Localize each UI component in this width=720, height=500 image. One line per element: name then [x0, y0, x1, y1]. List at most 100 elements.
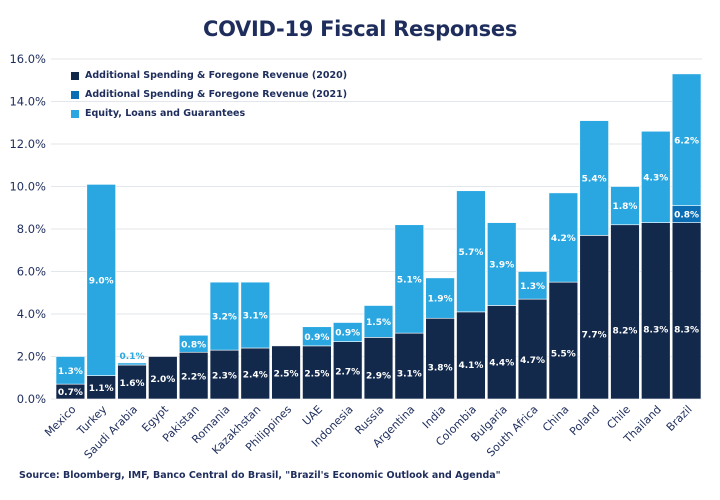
data-label: 8.2%	[612, 326, 637, 336]
data-label: 3.1%	[243, 312, 268, 322]
x-tick-label: Chile	[604, 403, 633, 432]
data-label: 2.5%	[274, 369, 299, 379]
bar-segment	[240, 281, 270, 349]
y-tick-label: 2.0%	[17, 350, 46, 364]
data-label: 1.5%	[366, 318, 391, 328]
legend-label-2020: Additional Spending & Foregone Revenue (…	[85, 70, 348, 81]
x-tick-label: Brazil	[664, 403, 695, 434]
data-label: 2.4%	[243, 371, 268, 381]
bar-segment	[610, 224, 640, 400]
data-label: 8.3%	[674, 325, 699, 335]
data-label: 5.5%	[551, 349, 576, 359]
bar-segment	[641, 222, 671, 400]
legend-swatch-2020	[71, 71, 79, 80]
data-labels: 0.7% 1.3% 1.1% 9.0% 1.6% 0.1% 2.0% 2.2% 0.8% 2.3%…	[58, 136, 699, 398]
x-tick-label: Mexico	[42, 403, 79, 440]
bar-segment	[363, 337, 394, 400]
bar-segment	[579, 235, 609, 400]
data-label: 3.9%	[489, 261, 514, 271]
data-label: 4.1%	[458, 361, 483, 371]
y-tick-label: 16.0%	[9, 52, 46, 66]
data-label: 1.9%	[428, 295, 453, 305]
bar-segment	[55, 356, 86, 385]
chart-title: COVID-19 Fiscal Responses	[202, 17, 518, 41]
x-tick-label: Poland	[567, 403, 602, 438]
bar-segment	[178, 334, 209, 353]
bar-segment	[117, 362, 147, 366]
bar-segment	[517, 271, 548, 300]
bar-segment	[610, 186, 640, 226]
legend-swatch-equity	[71, 109, 79, 118]
bar-segment	[394, 224, 425, 334]
data-label: 1.6%	[120, 379, 145, 389]
data-label: 3.2%	[212, 313, 237, 323]
bar-segment	[209, 349, 240, 400]
data-label: 2.9%	[366, 371, 391, 381]
data-label: 4.4%	[489, 359, 514, 369]
data-label: 0.7%	[58, 388, 83, 398]
bar-segment	[425, 317, 455, 400]
bar-segment	[86, 184, 116, 376]
data-label: 5.4%	[582, 175, 607, 185]
bar-segment	[271, 345, 301, 400]
y-tick-label: 12.0%	[9, 137, 46, 151]
data-label: 1.3%	[520, 282, 545, 292]
legend-label-2021: Additional Spending & Foregone Revenue (…	[85, 89, 348, 100]
legend: Additional Spending & Foregone Revenue (…	[71, 66, 347, 123]
bar-segment	[425, 277, 455, 319]
data-label: 4.3%	[643, 173, 668, 183]
y-tick-label: 10.0%	[9, 180, 46, 194]
data-label: 7.7%	[582, 331, 607, 341]
bar-segment	[456, 190, 486, 313]
bar-segment	[548, 281, 579, 400]
bar-segment	[240, 347, 270, 400]
bar-segment	[117, 364, 147, 400]
y-tick-label: 14.0%	[9, 95, 46, 109]
bars	[55, 73, 702, 400]
data-label: 2.7%	[335, 367, 360, 377]
data-label: 2.3%	[212, 372, 237, 382]
data-label: 3.1%	[397, 370, 422, 380]
bar-segment	[671, 222, 702, 400]
legend-item-2021: Additional Spending & Foregone Revenue (…	[71, 85, 347, 104]
legend-item-2020: Additional Spending & Foregone Revenue (…	[71, 66, 347, 85]
legend-label-equity: Equity, Loans and Guarantees	[85, 108, 246, 119]
bar-segment	[363, 305, 394, 338]
bar-segment	[178, 351, 209, 400]
bar-segment	[548, 192, 579, 283]
data-label: 1.3%	[58, 367, 83, 377]
data-label: 1.8%	[612, 202, 637, 212]
bar-segment	[456, 311, 486, 400]
y-tick-label: 8.0%	[17, 222, 46, 236]
bar-segment	[517, 298, 548, 400]
source-note: Source: Bloomberg, IMF, Banco Central do…	[19, 470, 501, 481]
data-label: 5.1%	[397, 275, 422, 285]
bar-segment	[332, 341, 363, 400]
bar-segment	[394, 332, 425, 400]
x-tick-label: UAE	[300, 403, 325, 428]
bar-segment	[487, 305, 517, 400]
data-label: 1.1%	[89, 384, 114, 394]
data-label: 0.1%	[120, 352, 145, 362]
bar-segment	[148, 356, 178, 400]
data-label: 0.9%	[304, 333, 329, 343]
y-axis: 0.0% 2.0% 4.0% 6.0% 8.0% 10.0% 12.0% 14.0% 16.0%	[9, 52, 46, 406]
bar-segment	[332, 322, 363, 342]
data-label: 0.8%	[674, 211, 699, 221]
data-label: 4.2%	[551, 234, 576, 244]
bar-segment	[302, 345, 332, 400]
y-tick-label: 4.0%	[17, 307, 46, 321]
data-label: 2.0%	[150, 375, 175, 385]
data-label: 5.7%	[458, 248, 483, 258]
data-label: 6.2%	[674, 136, 699, 146]
data-label: 2.2%	[181, 373, 206, 383]
data-label: 8.3%	[643, 325, 668, 335]
bar-segment	[641, 130, 671, 223]
data-label: 9.0%	[89, 277, 114, 287]
bar-segment	[487, 222, 517, 306]
data-label: 3.8%	[428, 364, 453, 374]
y-tick-label: 6.0%	[17, 265, 46, 279]
legend-item-equity: Equity, Loans and Guarantees	[71, 104, 347, 123]
